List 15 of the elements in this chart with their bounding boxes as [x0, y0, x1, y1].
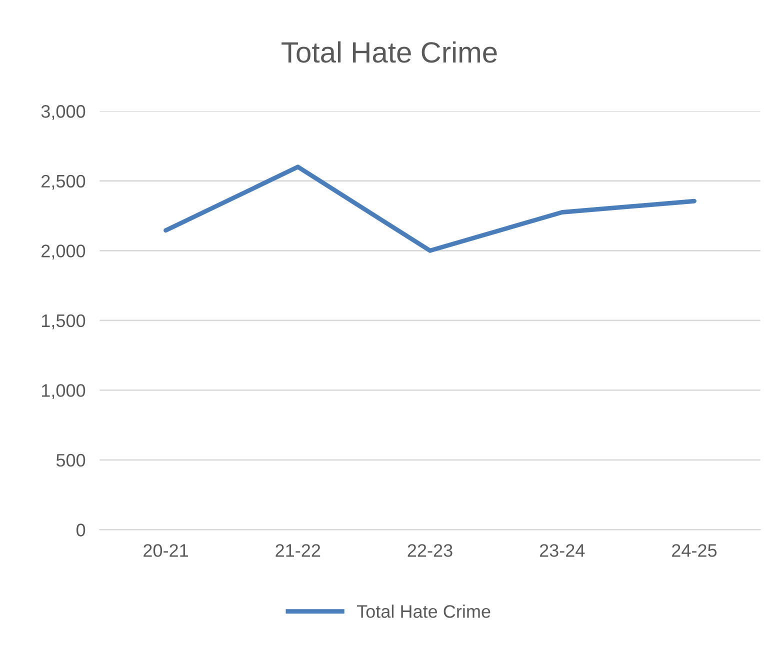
line-series: [164, 164, 696, 253]
x-tick-label: 21-22: [276, 544, 320, 557]
y-tick-label: 1,000: [42, 384, 86, 400]
x-tick-label: 22-23: [408, 544, 452, 557]
y-tick-label: 1,500: [42, 314, 86, 330]
chart-title: Total Hate Crime: [282, 41, 497, 63]
legend-label: Total Hate Crime: [356, 604, 490, 618]
y-tick-label: 500: [56, 454, 86, 467]
y-tick-label: 2,000: [42, 244, 86, 260]
y-tick-label: 3,000: [41, 105, 86, 120]
y-tick-label: 0: [76, 524, 86, 536]
y-tick-label: 2,500: [42, 174, 86, 190]
x-tick-label: 24-25: [672, 544, 717, 557]
x-tick-label: 23-24: [540, 544, 585, 557]
x-tick-label: 20-21: [144, 544, 188, 557]
